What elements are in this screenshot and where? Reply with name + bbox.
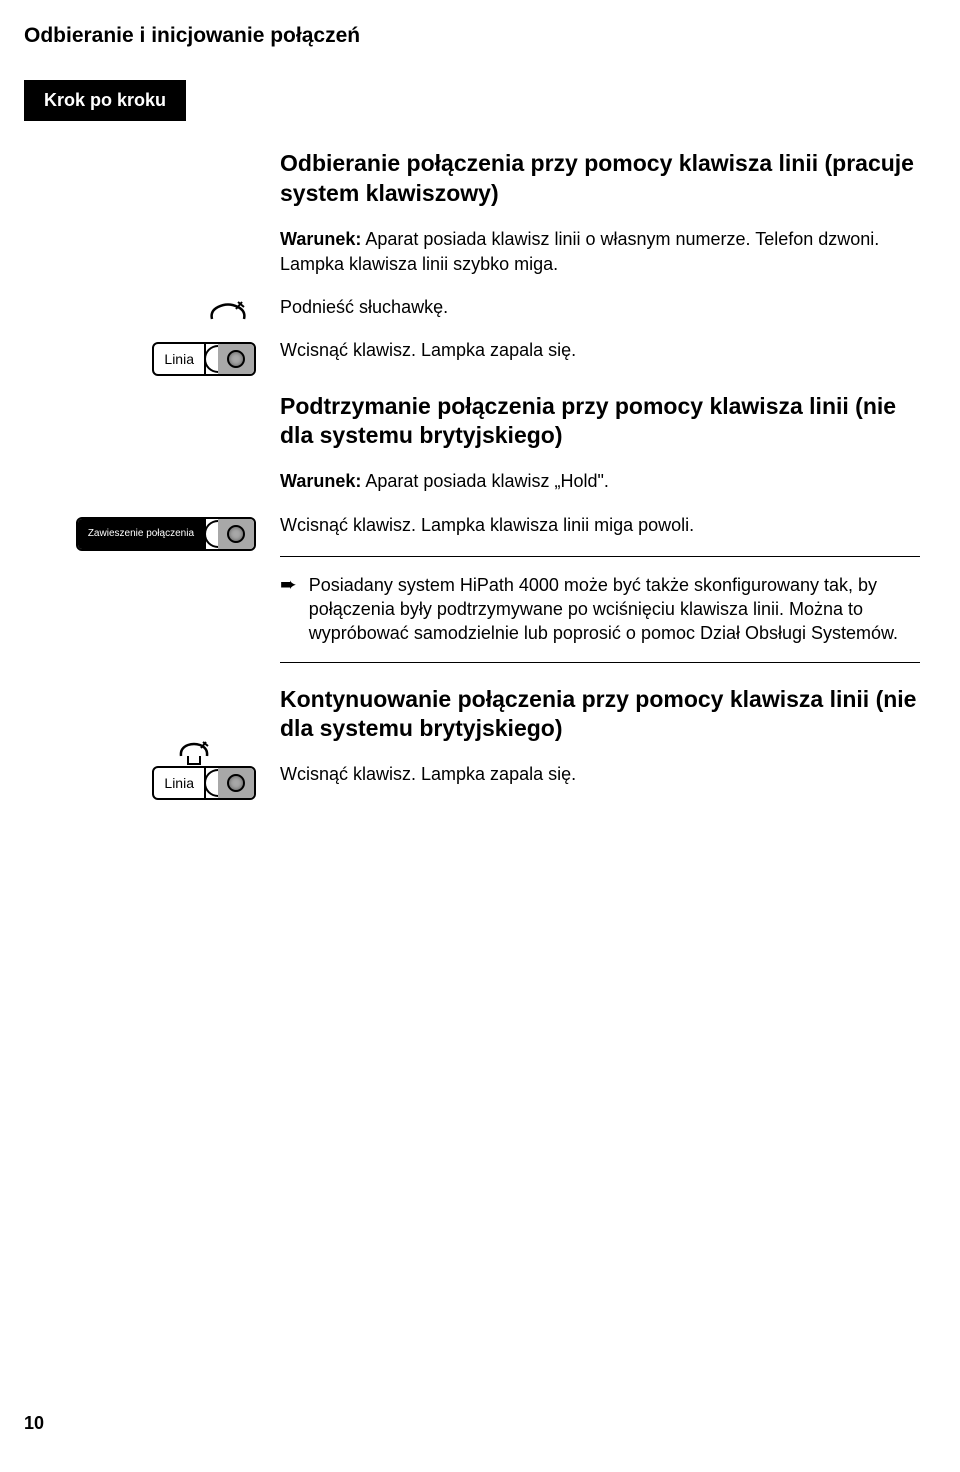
line-key-widget: Linia [152, 342, 256, 376]
line-key-label-resume: Linia [154, 768, 206, 798]
s1-step-row-2: Linia Wcisnąć klawisz. Lampka zapala się… [0, 338, 920, 381]
s3-title: Kontynuowanie połączenia przy pomocy kla… [280, 685, 920, 745]
key-light-area [218, 519, 254, 549]
key-notch-icon [204, 769, 218, 797]
line-key-widget-resume: Linia [152, 766, 256, 800]
key-light-icon [227, 350, 245, 368]
page-header: Odbieranie i inicjowanie połączeń [0, 0, 960, 48]
hold-key-widget: Zawieszenie połączenia [76, 517, 256, 551]
section-answer-line-key: Odbieranie połączenia przy pomocy klawis… [0, 149, 920, 295]
phone-onhook-icon [178, 740, 210, 768]
s2-cond-text: Aparat posiada klawisz „Hold". [361, 471, 609, 491]
s1-step1: Podnieść słuchawkę. [280, 295, 920, 320]
s1-condition: Warunek: Aparat posiada klawisz linii o … [280, 227, 920, 277]
handset-lift-icon [206, 299, 248, 329]
hold-key-label: Zawieszenie połączenia [78, 519, 206, 549]
page-number: 10 [24, 1413, 44, 1434]
s1-cond-text: Aparat posiada klawisz linii o własnym n… [280, 229, 879, 274]
s2-cond-label: Warunek: [280, 471, 361, 491]
s1-step2: Wcisnąć klawisz. Lampka zapala się. [280, 338, 920, 363]
s2-title: Podtrzymanie połączenia przy pomocy klaw… [280, 392, 920, 452]
s1-title: Odbieranie połączenia przy pomocy klawis… [280, 149, 920, 209]
key-light-icon [227, 774, 245, 792]
s2-step-row-1: Zawieszenie połączenia Wcisnąć klawisz. … [0, 513, 920, 685]
key-notch-icon [204, 345, 218, 373]
key-light-area [218, 344, 254, 374]
s3-step1: Wcisnąć klawisz. Lampka zapala się. [280, 762, 920, 787]
key-light-area [218, 768, 254, 798]
s1-cond-label: Warunek: [280, 229, 361, 249]
left-col-s1 [0, 149, 280, 153]
s1-step-row-1: Podnieść słuchawkę. [0, 295, 920, 338]
line-key-label: Linia [154, 344, 206, 374]
s2-note-box: ➨ Posiadany system HiPath 4000 może być … [280, 556, 920, 663]
section-resume-line-key: Kontynuowanie połączenia przy pomocy kla… [0, 685, 920, 763]
arrow-right-icon: ➨ [280, 573, 297, 597]
sidebar-step-tab: Krok po kroku [24, 80, 186, 121]
s2-note-text: Posiadany system HiPath 4000 może być ta… [309, 573, 920, 646]
main-content: Odbieranie połączenia przy pomocy klawis… [0, 149, 960, 806]
key-light-icon [227, 525, 245, 543]
s2-step1: Wcisnąć klawisz. Lampka klawisza linii m… [280, 513, 920, 538]
section-hold-line-key: Podtrzymanie połączenia przy pomocy klaw… [0, 392, 920, 513]
key-notch-icon [204, 520, 218, 548]
s2-condition: Warunek: Aparat posiada klawisz „Hold". [280, 469, 920, 494]
s3-step-row-1: Linia Wcisnąć klawisz. Lampka zapala się… [0, 762, 920, 805]
